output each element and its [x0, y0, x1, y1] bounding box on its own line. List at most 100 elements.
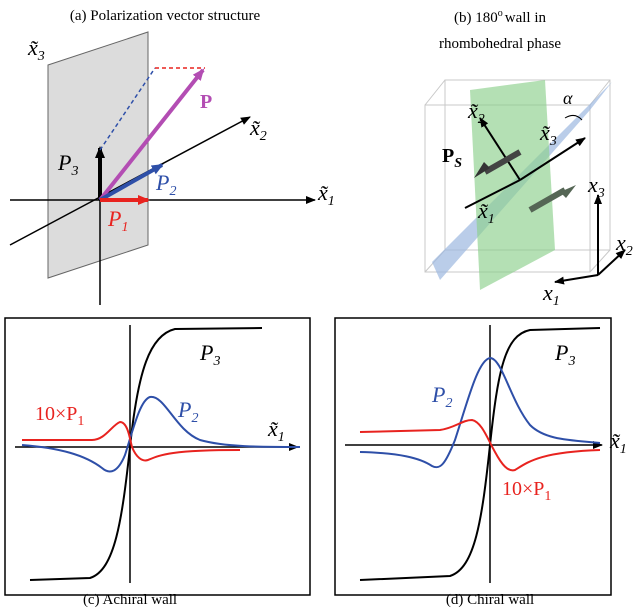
label-sub: 1 [77, 414, 84, 429]
axis [464, 179, 521, 209]
label-base: x̃ [249, 115, 260, 140]
label-sub: S [454, 156, 462, 171]
axis [554, 274, 599, 285]
label: x̃1 [609, 428, 627, 457]
label: 10×P1 [502, 478, 551, 504]
label: P [200, 91, 212, 113]
curve-p2 [359, 356, 601, 469]
label: x1 [542, 280, 560, 309]
label-base: P [554, 340, 568, 365]
label-base: P [57, 150, 71, 175]
label: P3 [57, 150, 78, 179]
label-base: 10×P [35, 403, 77, 425]
label-sub: 3 [567, 354, 575, 369]
angle-arc [564, 114, 583, 121]
label: x̃2 [467, 98, 485, 127]
dash [99, 67, 156, 151]
curve-p1 [359, 418, 601, 472]
label-base: P [199, 340, 213, 365]
ps-arrow [528, 187, 567, 213]
label-base: x̃ [477, 198, 488, 223]
panel-b: (b) 180o wall in rhombohedral phase x̃2 x… [424, 8, 633, 309]
ps-arrow [483, 149, 522, 175]
curve-p3 [29, 327, 263, 581]
label-base: P [107, 206, 121, 231]
label: x3 [587, 172, 605, 201]
frame [334, 317, 612, 596]
panel-a: (a) Polarization vector structure x̃3 x̃… [9, 8, 335, 305]
label: x2 [615, 230, 633, 259]
label: P3 [199, 340, 220, 369]
ps-head [474, 162, 490, 178]
label-sub: 2 [445, 396, 452, 411]
axis [479, 117, 521, 181]
label-sub: 3 [549, 134, 557, 149]
label-sub: 1 [488, 212, 495, 227]
label-sub: 2 [191, 411, 198, 426]
caption-degree: o [498, 8, 503, 19]
curve-p3 [359, 327, 601, 581]
label-sub: 1 [620, 442, 627, 457]
label-sub: 3 [212, 354, 220, 369]
caption-part: (b) 180 [454, 10, 498, 26]
label-sub: 1 [278, 430, 285, 445]
label: x̃1 [477, 198, 495, 227]
label-sub: 3 [597, 186, 605, 201]
label-sub: 1 [328, 194, 335, 209]
caption: rhombohedral phase [439, 36, 561, 52]
label-sub: 3 [70, 164, 78, 179]
wall-green [470, 80, 555, 290]
label-sub: 3 [37, 49, 45, 64]
label: P2 [177, 397, 198, 426]
label-base: x [587, 172, 598, 197]
label: x̃1 [267, 416, 285, 445]
ps-head [560, 185, 576, 198]
label-sub: 2 [260, 129, 267, 144]
label-sub: 2 [169, 184, 176, 199]
label-base: x [542, 280, 553, 305]
label: P1 [107, 206, 128, 235]
frame [4, 317, 311, 596]
label: PS [442, 145, 462, 171]
label: P3 [554, 340, 575, 369]
axis [519, 137, 586, 181]
label-sub: 1 [121, 220, 128, 235]
label-base: x̃ [467, 98, 478, 123]
label-base: x̃ [539, 120, 550, 145]
caption: (b) 180o wall in [454, 8, 546, 26]
label: x̃2 [249, 115, 267, 144]
label: 10×P1 [35, 403, 84, 429]
panel-c: P3 10×P1 P2 x̃1 (c) Achiral wall [4, 317, 311, 608]
caption: (c) Achiral wall [83, 592, 177, 608]
panel-d: P3 P2 10×P1 x̃1 (d) Chiral wall [334, 317, 627, 608]
label-base: x [615, 230, 626, 255]
label-sub: 2 [478, 112, 485, 127]
label-base: 10×P [502, 478, 544, 500]
label: P2 [155, 170, 176, 199]
label-base: x̃ [609, 428, 620, 453]
label-base: P [155, 170, 169, 195]
label: P2 [431, 382, 452, 411]
label-base: x̃ [27, 35, 38, 60]
curve-p2 [21, 396, 301, 473]
label-sub: 1 [553, 294, 560, 309]
label-sub: 1 [544, 489, 551, 504]
label: x̃3 [27, 35, 45, 64]
label: x̃1 [317, 180, 335, 209]
axis [597, 249, 626, 276]
curve-p1 [22, 420, 241, 462]
p2-arrow [99, 163, 164, 202]
caption: (a) Polarization vector structure [70, 8, 261, 24]
caption: (d) Chiral wall [446, 592, 534, 608]
label-base: P [177, 397, 191, 422]
label: α [563, 88, 573, 108]
label: x̃3 [539, 120, 557, 149]
label-sub: 2 [626, 244, 633, 259]
label-base: P [431, 382, 445, 407]
label-base: P [442, 145, 454, 167]
caption-part: wall in [505, 10, 547, 26]
label-base: x̃ [267, 416, 278, 441]
label-base: x̃ [317, 180, 328, 205]
p-arrow [98, 68, 205, 202]
